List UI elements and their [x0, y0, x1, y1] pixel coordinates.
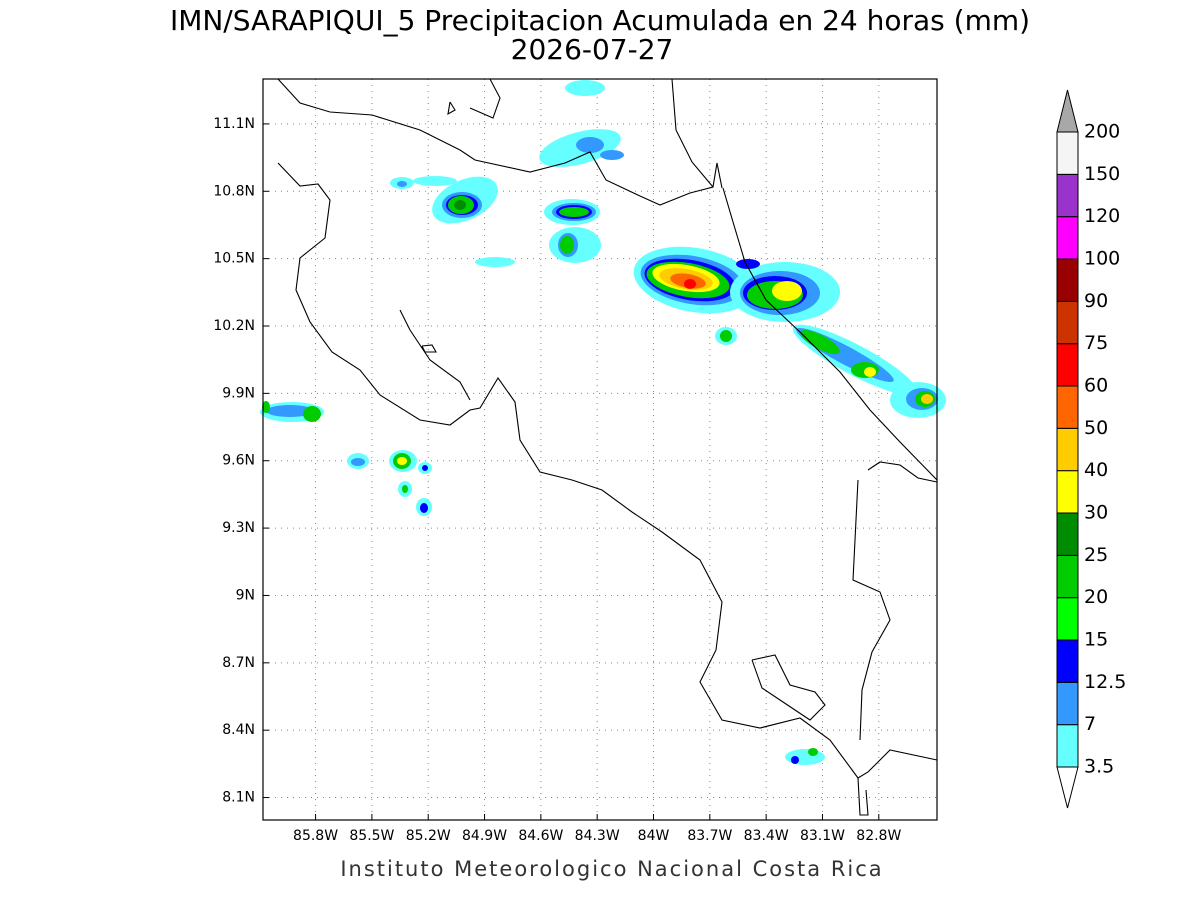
- colorbar-label: 50: [1084, 417, 1108, 439]
- colorbar-label: 150: [1084, 163, 1120, 185]
- colorbar-segment: [1056, 681, 1079, 726]
- colorbar-segment: [1056, 300, 1079, 345]
- colorbar-segment: [1056, 258, 1079, 302]
- date: 2026-07-27: [511, 33, 674, 66]
- lon-tick-label: 83.4W: [744, 828, 789, 844]
- lat-tick-label: 10.5N: [213, 251, 255, 267]
- lat-tick-label: 8.4N: [222, 722, 255, 738]
- colorbar-label: 40: [1084, 459, 1108, 481]
- colorbar-segment: [1056, 470, 1079, 514]
- lon-tick-label: 85.5W: [349, 828, 394, 844]
- coastlines: [277, 78, 938, 816]
- colorbar-label: 25: [1084, 544, 1108, 566]
- colorbar: 3.5 7 12.5 15 20 25 30 40 50 60 75 90 100 120 150 200: [1056, 89, 1126, 809]
- colorbar-label: 90: [1084, 290, 1108, 312]
- colorbar-segment: [1056, 554, 1079, 599]
- lat-tick-label: 8.1N: [222, 790, 255, 806]
- colorbar-segment: [1056, 427, 1079, 472]
- map-frame: [262, 78, 938, 821]
- colorbar-segment: [1056, 131, 1079, 175]
- title: IMN/SARAPIQUI_5 Precipitacion Acumulada …: [170, 4, 1030, 37]
- lat-tick-label: 9N: [236, 587, 255, 603]
- lat-tick-label: 9.9N: [222, 385, 255, 401]
- colorbar-label: 75: [1084, 332, 1108, 354]
- colorbar-segment: [1056, 385, 1079, 429]
- colorbar-segment: [1056, 597, 1079, 641]
- colorbar-segment: [1056, 343, 1079, 387]
- lon-tick-label: 84W: [638, 828, 670, 844]
- lon-tick-label: 85.2W: [406, 828, 451, 844]
- lon-tick-label: 84.3W: [575, 828, 620, 844]
- lon-tick-label: 82.8W: [856, 828, 901, 844]
- colorbar-label: 200: [1084, 121, 1120, 143]
- colorbar-segment: [1056, 216, 1079, 260]
- colorbar-label: 100: [1084, 248, 1120, 270]
- footer: Instituto Meteorologico Nacional Costa R…: [340, 857, 883, 881]
- colorbar-label: 12.5: [1084, 671, 1126, 693]
- colorbar-label: 60: [1084, 375, 1108, 397]
- lat-tick-label: 10.8N: [213, 183, 255, 199]
- colorbar-label: 15: [1084, 629, 1108, 651]
- lon-tick-label: 84.6W: [518, 828, 563, 844]
- colorbar-label: 20: [1084, 586, 1108, 608]
- colorbar-segment: [1056, 512, 1079, 556]
- precipitation: [260, 80, 946, 765]
- lon-tick-label: 83.1W: [800, 828, 845, 844]
- colorbar-label: 7: [1084, 713, 1096, 735]
- lat-tick-label: 10.2N: [213, 318, 255, 334]
- lat-tick-label: 8.7N: [222, 655, 255, 671]
- colorbar-label: 30: [1084, 502, 1108, 524]
- colorbar-under: [1056, 766, 1079, 809]
- lat-tick-label: 9.3N: [222, 520, 255, 536]
- lat-tick-label: 9.6N: [222, 453, 255, 469]
- colorbar-segment: [1056, 639, 1079, 683]
- colorbar-label: 3.5: [1084, 756, 1114, 778]
- colorbar-segment: [1056, 173, 1079, 218]
- grid: [263, 79, 937, 820]
- lat-tick-label: 11.1N: [213, 116, 255, 132]
- colorbar-label: 120: [1084, 205, 1120, 227]
- colorbar-segment: [1056, 724, 1079, 768]
- lon-tick-label: 84.9W: [462, 828, 507, 844]
- colorbar-over: [1056, 89, 1079, 133]
- lon-tick-label: 83.7W: [687, 828, 732, 844]
- lon-tick-label: 85.8W: [293, 828, 338, 844]
